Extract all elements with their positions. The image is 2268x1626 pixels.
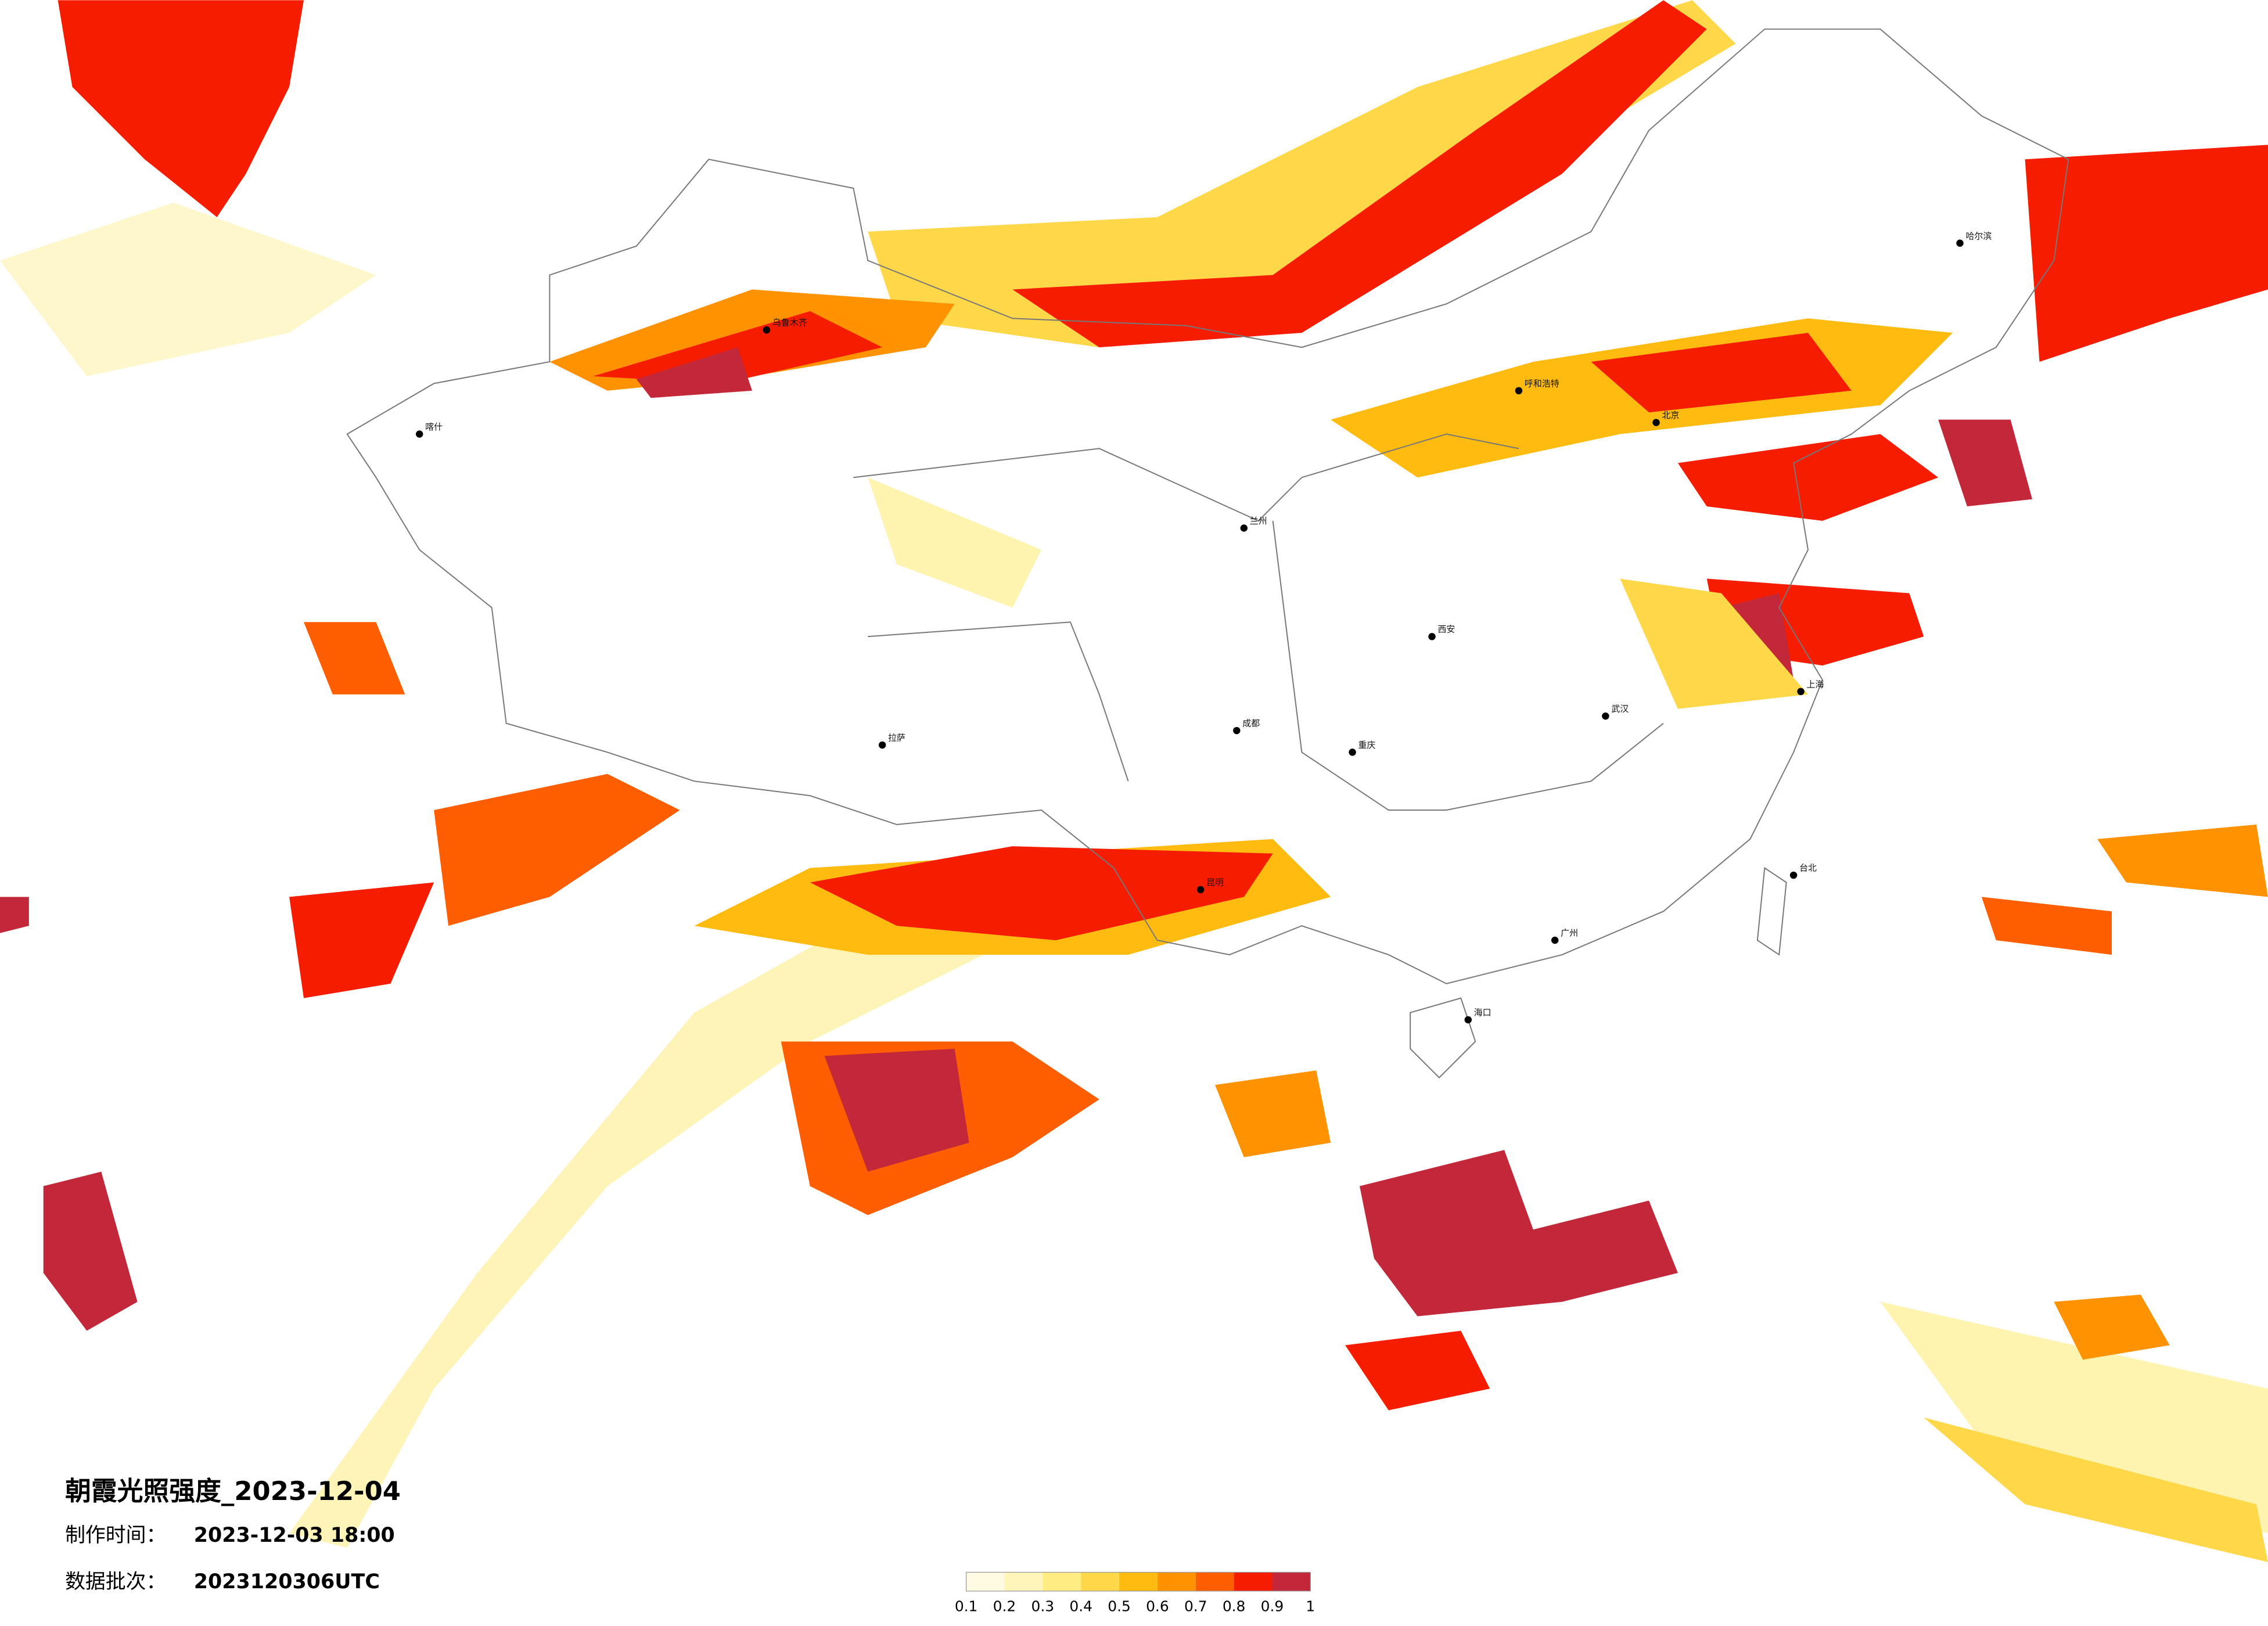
legend-swatch bbox=[1043, 1572, 1081, 1591]
legend-tick-label: 0.5 bbox=[1108, 1598, 1131, 1615]
legend-tick-label: 0.7 bbox=[1184, 1598, 1207, 1615]
city-dot bbox=[1602, 712, 1609, 720]
city-label: 成都 bbox=[1242, 718, 1260, 729]
legend-tick-label: 0.9 bbox=[1261, 1598, 1284, 1615]
legend-tick-label: 0.3 bbox=[1031, 1598, 1055, 1615]
city-dot bbox=[1797, 688, 1805, 696]
city-label: 海口 bbox=[1474, 1008, 1491, 1018]
city-label: 拉萨 bbox=[888, 732, 905, 743]
made-time: 2023-12-03 18:00 bbox=[194, 1524, 395, 1547]
legend-swatch bbox=[1195, 1572, 1234, 1591]
legend-tick-label: 0.4 bbox=[1069, 1598, 1092, 1615]
made-label: 制作时间： bbox=[65, 1524, 166, 1547]
city-dot bbox=[878, 741, 886, 749]
city-dot bbox=[1652, 419, 1660, 426]
city-dot bbox=[1428, 632, 1436, 641]
legend-frame bbox=[965, 1571, 1311, 1592]
city-label: 兰州 bbox=[1250, 516, 1267, 526]
city-dot bbox=[763, 326, 771, 334]
city-dot bbox=[1956, 239, 1964, 247]
map-title: 朝霞光照强度_2023-12-04 bbox=[65, 1476, 401, 1506]
legend-tick-label: 0.6 bbox=[1146, 1598, 1169, 1615]
city-label: 上海 bbox=[1807, 679, 1824, 689]
legend-tick-label: 1 bbox=[1306, 1598, 1315, 1615]
city-label: 广州 bbox=[1561, 928, 1578, 938]
city-label: 台北 bbox=[1799, 863, 1817, 873]
batch: 2023120306UTC bbox=[194, 1570, 380, 1593]
legend-swatch bbox=[1157, 1572, 1196, 1591]
city-dot bbox=[1515, 387, 1523, 395]
legend-swatch bbox=[966, 1572, 1005, 1591]
city-dot bbox=[1551, 936, 1559, 944]
city-label: 重庆 bbox=[1358, 740, 1376, 750]
city-dot bbox=[1240, 524, 1248, 532]
city-label: 呼和浩特 bbox=[1525, 378, 1559, 388]
city-label: 乌鲁木齐 bbox=[772, 318, 807, 328]
legend-tick-label: 0.1 bbox=[955, 1598, 978, 1615]
legend-swatch bbox=[1004, 1572, 1043, 1591]
city-dot bbox=[415, 430, 423, 438]
legend-tick-label: 0.8 bbox=[1223, 1598, 1246, 1615]
city-label: 武汉 bbox=[1611, 704, 1629, 714]
city-dot bbox=[1789, 871, 1798, 879]
country-borders bbox=[346, 28, 2069, 1079]
batch-label: 数据批次： bbox=[65, 1570, 166, 1593]
color-legend: 0.1 0.2 0.3 0.4 0.5 0.6 0.7 0.8 0.9 1 bbox=[955, 1571, 1315, 1615]
city-label: 昆明 bbox=[1206, 877, 1224, 888]
city-label: 西安 bbox=[1437, 624, 1455, 635]
legend-tick-label: 0.2 bbox=[993, 1598, 1016, 1615]
city-dot bbox=[1233, 726, 1241, 735]
city-label: 哈尔滨 bbox=[1965, 231, 1992, 241]
city-label: 北京 bbox=[1662, 410, 1680, 420]
city-dot bbox=[1464, 1016, 1472, 1024]
legend-swatch bbox=[1234, 1572, 1273, 1591]
city-dot bbox=[1196, 886, 1205, 894]
city-label: 喀什 bbox=[425, 422, 443, 432]
legend-swatch bbox=[1081, 1572, 1120, 1591]
legend-swatch bbox=[1272, 1572, 1311, 1591]
light-intensity-field bbox=[0, 0, 2268, 1563]
city-dot bbox=[1349, 749, 1356, 756]
legend-swatch bbox=[1119, 1572, 1158, 1591]
